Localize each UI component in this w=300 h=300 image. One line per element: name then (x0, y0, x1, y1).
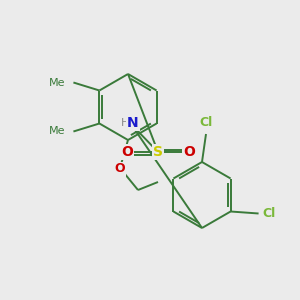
Text: Cl: Cl (262, 207, 275, 220)
Text: N: N (127, 116, 139, 130)
Text: H: H (121, 118, 129, 128)
Text: O: O (183, 145, 195, 159)
Text: Me: Me (49, 77, 65, 88)
Text: S: S (153, 145, 163, 159)
Text: Cl: Cl (200, 116, 213, 130)
Text: O: O (115, 163, 125, 176)
Text: O: O (121, 145, 133, 159)
Text: Me: Me (49, 127, 65, 136)
